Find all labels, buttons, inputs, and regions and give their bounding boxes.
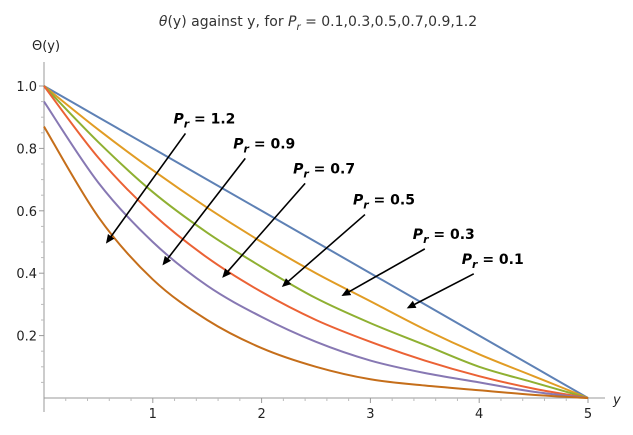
annotation-label-pr-0_1: Pr = 0.1 <box>462 252 524 271</box>
x-tick-label: 4 <box>475 407 483 422</box>
annotation-label-pr-1_2: Pr = 1.2 <box>173 111 235 130</box>
x-tick-label: 3 <box>366 407 374 422</box>
series-line-pr-0_5 <box>43 85 589 399</box>
annotation-arrow <box>105 132 187 244</box>
annotation-label-pr-0_5: Pr = 0.5 <box>353 193 415 212</box>
x-tick-label: 5 <box>584 407 592 422</box>
x-axis-label: y <box>612 393 621 408</box>
y-tick-label: 1.0 <box>16 80 37 95</box>
series-line-pr-0_7 <box>43 85 589 399</box>
y-axis-label: Θ(y) <box>32 39 60 54</box>
annotation-label-pr-0_3: Pr = 0.3 <box>413 227 475 246</box>
title-mid: (y) against y, for <box>167 14 288 30</box>
annotation-arrow <box>222 182 306 278</box>
annotation-label-pr-0_7: Pr = 0.7 <box>293 161 355 180</box>
title-sub: r <box>297 22 302 33</box>
x-tick-label: 2 <box>257 407 265 422</box>
series-line-pr-0_9 <box>43 101 589 399</box>
y-tick-label: 0.8 <box>16 142 37 157</box>
title-values: = 0.1,0.3,0.5,0.7,0.9,1.2 <box>301 14 477 30</box>
series-line-pr-0_1 <box>43 85 589 399</box>
series-line-pr-1_2 <box>43 126 589 399</box>
annotation-label-pr-0_9: Pr = 0.9 <box>233 136 295 155</box>
annotation-arrow <box>162 157 246 266</box>
annotations-group: Pr = 1.2 Pr = 0.9 Pr = 0.7 Pr = 0.5 Pr = 0.3… <box>105 111 524 309</box>
chart-title: θ(y) against y, for Pr = 0.1,0.3,0.5,0.7… <box>159 14 477 33</box>
title-p: P <box>288 14 297 30</box>
annotation-arrow <box>406 273 475 309</box>
y-tick-label: 0.6 <box>16 205 37 220</box>
y-tick-label: 0.2 <box>16 330 37 345</box>
title-theta: θ <box>159 14 168 30</box>
series-line-pr-0_3 <box>43 85 589 399</box>
axis-ticks: 1 2 3 4 5 0.2 0.4 0.6 0.8 1.0 <box>16 80 592 422</box>
series-group <box>43 85 589 399</box>
annotation-arrow <box>281 213 366 287</box>
annotation-arrow <box>341 248 426 297</box>
y-tick-label: 0.4 <box>16 267 37 282</box>
x-tick-label: 1 <box>149 407 157 422</box>
